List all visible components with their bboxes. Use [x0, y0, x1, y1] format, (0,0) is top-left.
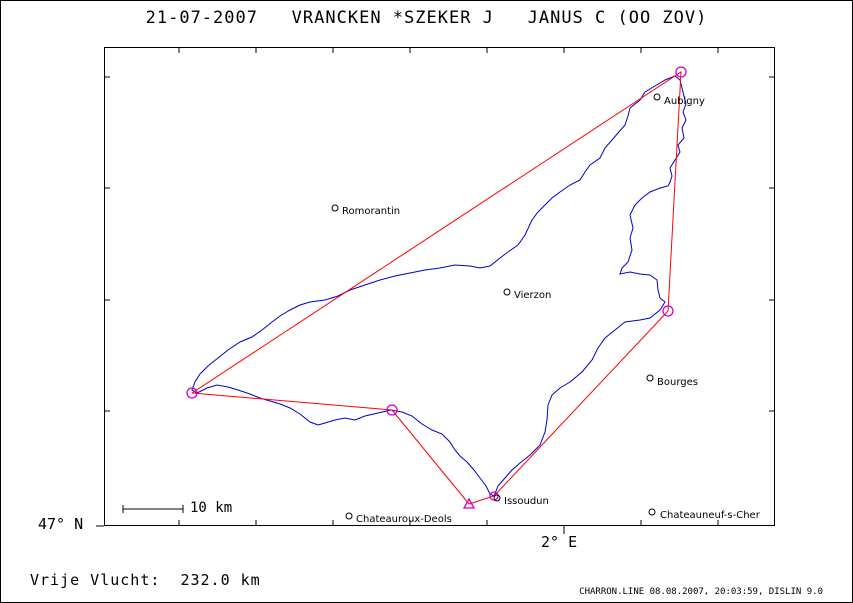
- credit-line: CHARRON.LINE 08.08.2007, 20:03:59, DISLI…: [579, 587, 823, 597]
- city-label-romorantin: Romorantin: [342, 206, 401, 217]
- map-title: 21-07-2007 VRANCKEN *SZEKER J JANUS C (O…: [145, 8, 708, 28]
- city-marker-aubigny: [653, 93, 661, 101]
- city-label-chateauroux: Chateauroux-Deols: [356, 514, 452, 525]
- task-lines: [191, 71, 682, 505]
- y-axis-label: 47° N: [38, 515, 84, 533]
- city-marker-chateauroux: [345, 512, 353, 520]
- city-marker-issoudun: [493, 494, 501, 502]
- turnpoint-marker: [186, 387, 198, 399]
- city-label-vierzon: Vierzon: [514, 290, 552, 301]
- city-label-aubigny: Aubigny: [664, 96, 705, 107]
- turnpoint-marker: [662, 305, 674, 317]
- city-label-chateauneuf: Chateauneuf-s-Cher: [660, 510, 760, 521]
- city-marker-bourges: [646, 374, 654, 382]
- city-marker-romorantin: [331, 204, 339, 212]
- scale-bar: [122, 505, 184, 513]
- turnpoint-marker: [386, 404, 398, 416]
- city-marker-chateauneuf: [648, 508, 656, 516]
- start-triangle-marker: [462, 497, 476, 509]
- city-label-bourges: Bourges: [657, 377, 698, 388]
- city-label-issoudun: Issoudun: [504, 496, 549, 507]
- turnpoint-marker: [675, 66, 687, 78]
- tick-marks: [96, 47, 775, 534]
- scale-bar-label: 10 km: [190, 500, 233, 516]
- map-plot-area: [104, 47, 775, 526]
- flight-track: [191, 75, 687, 497]
- city-marker-vierzon: [503, 288, 511, 296]
- flight-distance: Vrije Vlucht: 232.0 km: [30, 571, 261, 589]
- x-axis-label: 2° E: [541, 533, 578, 551]
- turnpoint-marker: [489, 491, 499, 501]
